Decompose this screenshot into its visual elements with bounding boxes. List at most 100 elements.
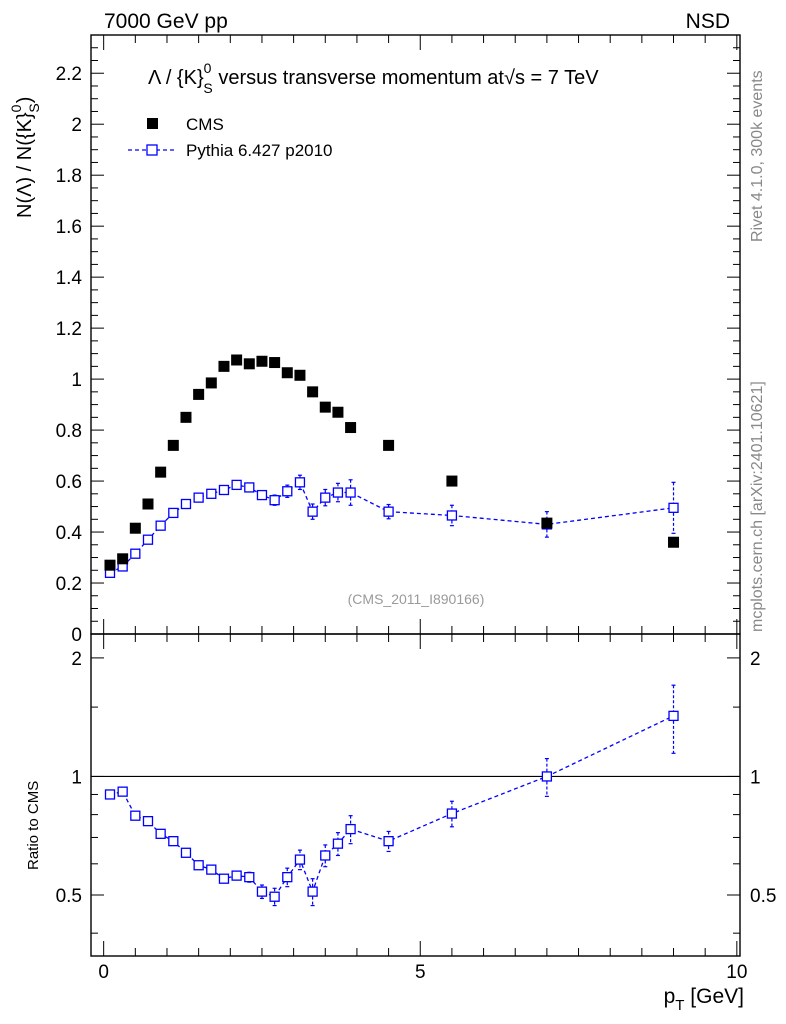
ratio-point [155, 828, 166, 839]
title-lambda-k: Λ / {K} [148, 67, 204, 89]
main-y-tick-labels: 0 0.2 0.4 0.6 0.8 1 1.2 1.4 1.6 1.8 2 2.2 [56, 64, 83, 646]
ratio-point [282, 872, 293, 883]
cms-point [104, 559, 116, 571]
ratio-point [218, 873, 230, 884]
legend-cms-label: CMS [186, 115, 224, 134]
pythia-point [256, 489, 268, 501]
ratio-point [142, 816, 154, 827]
energy-label: 7000 GeV pp [104, 10, 228, 33]
ratio-point [256, 886, 268, 897]
cms-point [205, 377, 217, 389]
ratio-axis-ticks [91, 634, 740, 956]
ratio-point [307, 886, 318, 897]
x-tick-label: 0 [98, 962, 109, 983]
ylabel-part-a: N(Λ) / N({K} [14, 112, 36, 218]
title-s: s [515, 67, 525, 89]
cms-point [142, 498, 154, 510]
cms-point [155, 466, 167, 478]
cms-point [167, 439, 179, 451]
pythia-point [218, 484, 230, 496]
main-axis-ticks [91, 35, 740, 635]
cms-point [243, 358, 255, 370]
cms-point [332, 406, 344, 418]
ratio-y-axis-title: Ratio to CMS [25, 781, 42, 870]
ratio-point [668, 710, 679, 722]
ratio-y-tick-label-right: 1 [750, 767, 761, 788]
ratio-point [345, 823, 356, 835]
pythia-point [320, 492, 331, 503]
main-y-tick-label: 0.4 [56, 523, 83, 544]
cms-point [294, 369, 306, 381]
pythia-point [155, 520, 166, 531]
cms-point [281, 367, 293, 379]
ratio-point [168, 836, 179, 847]
cms-point [269, 357, 281, 369]
cms-point [541, 517, 553, 529]
cms-point [345, 422, 357, 434]
chart-title: Λ / {K}0 S versus transverse momentum at√… [148, 60, 599, 96]
rivet-version-label: Rivet 4.1.0, 300k events [749, 70, 766, 242]
pythia-point [244, 482, 255, 493]
cms-point [256, 355, 268, 367]
pythia-point [168, 507, 179, 519]
x-tick-label: 10 [726, 962, 747, 983]
x-tick-label: 5 [415, 962, 426, 983]
pythia-point [231, 479, 242, 491]
ratio-point [193, 860, 204, 871]
pythia-point [130, 548, 141, 559]
ratio-y-tick-labels: 0.5 0.5 1 1 2 2 [56, 649, 777, 907]
ylabel-sup: 0 [8, 104, 24, 112]
pythia-point [180, 498, 192, 510]
analysis-watermark: (CMS_2011_I890166) [348, 591, 485, 607]
cms-point [193, 388, 205, 400]
xlabel-sub-t: T [675, 997, 684, 1014]
pythia-point [282, 486, 293, 497]
ratio-point [104, 789, 116, 800]
ratio-pythia-line [109, 715, 674, 898]
ratio-y-tick-label: 0.5 [56, 886, 82, 907]
ratio-plot-frame [90, 633, 741, 957]
ylabel-part-b: ) [14, 97, 36, 104]
cms-point [180, 411, 192, 423]
cms-point [383, 439, 395, 451]
cms-point [117, 553, 129, 565]
ratio-point [320, 850, 331, 861]
title-middle: versus transverse momentum at [213, 67, 505, 89]
ratio-point [130, 810, 141, 821]
ratio-point [206, 864, 217, 875]
pythia-point [332, 487, 344, 498]
pythia-point [383, 506, 394, 517]
pythia-point [668, 502, 679, 513]
cms-point [668, 536, 680, 548]
pythia-point [294, 477, 306, 488]
title-sup-zero: 0 [204, 60, 212, 76]
ratio-y-tick-label-right: 2 [750, 649, 761, 670]
main-y-tick-label: 2.2 [56, 64, 82, 85]
main-y-tick-label: 1.4 [56, 268, 83, 289]
ratio-pythia-series [104, 684, 679, 907]
main-y-tick-label: 1.2 [56, 319, 82, 340]
main-y-tick-label: 0 [71, 625, 82, 646]
pythia-point [142, 534, 154, 545]
ratio-point [332, 838, 344, 849]
main-y-tick-label: 1.8 [56, 166, 82, 187]
cms-point [231, 354, 243, 366]
ratio-point [231, 870, 242, 881]
main-y-tick-label: 0.6 [56, 472, 82, 493]
legend-pythia-label: Pythia 6.427 p2010 [186, 141, 333, 160]
xlabel-unit: [GeV] [684, 985, 744, 1008]
cms-point [446, 475, 458, 487]
pythia-point [345, 487, 356, 498]
main-y-axis-title: N(Λ) / N({K}0 S) [8, 97, 42, 218]
ratio-point [269, 891, 280, 902]
cms-point [307, 386, 319, 398]
cms-point [218, 360, 230, 372]
ylabel-sub: S [26, 103, 42, 112]
cms-point [129, 522, 141, 534]
title-sqrt-sign: √ [504, 67, 515, 89]
ratio-point [117, 786, 128, 797]
pythia-point [269, 495, 280, 506]
title-sub-s: S [203, 80, 212, 96]
ratio-y-tick-label-right: 0.5 [750, 886, 776, 907]
x-axis-title: pT [GeV] [664, 985, 744, 1014]
